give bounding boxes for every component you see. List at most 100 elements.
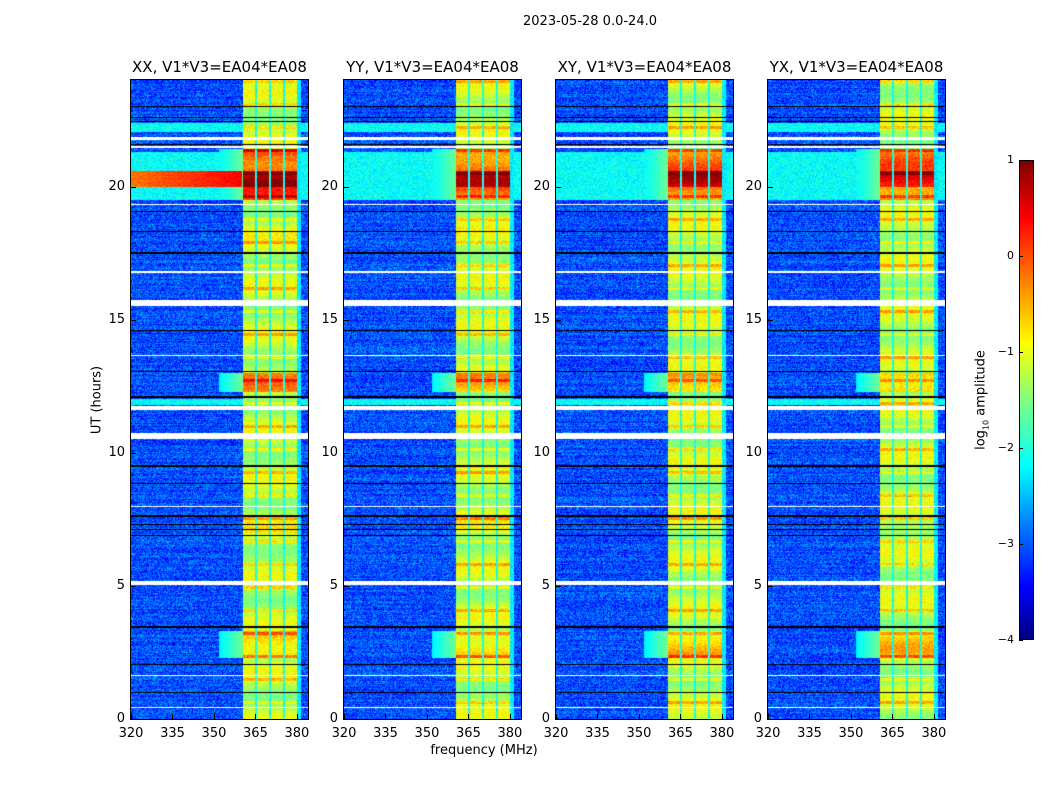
y-tick-label: 10 [321,444,338,460]
x-tick-label: 320 [755,726,781,741]
y-tick-mark [768,319,773,321]
colorbar-tick-label: 1 [1007,153,1014,166]
x-tick-label: 350 [414,726,440,741]
y-tick-label: 5 [116,577,125,593]
y-tick-label: 15 [533,311,550,327]
y-axis-label: UT (hours) [89,365,105,435]
y-tick-mark [344,719,349,720]
y-tick-mark [556,452,561,454]
y-tick-mark [131,452,136,454]
y-tick-label: 15 [321,311,338,327]
y-tick-mark [768,585,773,587]
y-tick-mark [768,719,773,720]
y-tick-label: 20 [108,178,125,194]
x-tick-label: 320 [118,726,144,741]
x-tick-mark [597,714,599,719]
y-tick-mark [344,585,349,587]
y-tick-mark [768,452,773,454]
x-tick-label: 350 [201,726,227,741]
x-tick-label: 350 [626,726,652,741]
x-tick-label: 320 [331,726,357,741]
x-tick-mark [809,714,811,719]
colorbar-label-prefix: log [973,430,989,450]
x-tick-mark [638,714,640,719]
y-tick-label: 0 [753,711,762,726]
y-tick-label: 10 [745,444,762,460]
x-tick-label: 365 [668,726,693,741]
heatmap-image [768,80,945,719]
x-tick-mark [426,714,428,719]
x-tick-mark [131,714,132,719]
y-tick-mark [344,452,349,454]
x-tick-label: 365 [456,726,481,741]
colorbar-tick-label: −4 [997,633,1014,646]
y-tick-mark [344,319,349,321]
y-tick-mark [556,585,561,587]
y-tick-label: 15 [745,311,762,327]
figure-title: 2023-05-28 0.0-24.0 [523,14,657,29]
colorbar-tick-label: −2 [997,441,1014,454]
spectrogram-panel: XX, V1*V3=EA04*EA08 320 335 350 365 380 0 5 10 15… [108,58,309,741]
colorbar-tick-label: −3 [997,537,1014,550]
colorbar-tick-mark [1019,160,1023,161]
y-tick-mark [131,719,136,720]
y-tick-label: 20 [321,178,338,194]
y-tick-label: 20 [745,178,762,194]
spectrogram-panel: YY, V1*V3=EA04*EA08 320 335 350 365 380 0 5 10 15… [321,58,522,741]
x-tick-mark [468,714,470,719]
colorbar-tick-mark [1019,544,1023,545]
colorbar-label: log10 amplitude [974,350,991,450]
x-tick-mark [721,714,723,719]
y-tick-label: 0 [541,711,550,726]
x-tick-mark [850,714,852,719]
x-tick-mark [680,714,682,719]
x-tick-mark [296,714,298,719]
y-tick-label: 15 [108,311,125,327]
y-tick-mark [344,186,349,188]
x-tick-label: 335 [373,726,398,741]
x-tick-label: 365 [243,726,268,741]
x-tick-label: 380 [284,726,310,741]
spectrogram-panel: XY, V1*V3=EA04*EA08 320 335 350 365 380 0 5 10 15… [533,58,734,741]
x-tick-mark [344,714,345,719]
y-tick-label: 10 [108,444,125,460]
spectrogram-panel: YX, V1*V3=EA04*EA08 320 335 350 365 380 0 5 10 15… [745,58,946,741]
x-tick-mark [768,714,769,719]
y-tick-label: 0 [329,711,338,726]
x-tick-label: 380 [709,726,735,741]
y-tick-label: 5 [753,577,762,593]
x-tick-label: 365 [880,726,905,741]
x-tick-mark [933,714,935,719]
y-tick-mark [131,319,136,321]
heatmap-image [344,80,521,719]
y-tick-mark [131,186,136,188]
y-tick-mark [556,719,561,720]
y-tick-label: 0 [116,711,125,726]
y-tick-mark [556,319,561,321]
x-tick-mark [213,714,215,719]
panel-title: XY, V1*V3=EA04*EA08 [557,58,732,76]
x-tick-label: 320 [543,726,569,741]
x-tick-mark [509,714,511,719]
y-tick-mark [131,585,136,587]
y-tick-label: 5 [329,577,338,593]
x-tick-label: 335 [585,726,610,741]
x-axis-label: frequency (MHz) [430,743,538,758]
x-tick-label: 335 [160,726,185,741]
x-tick-label: 350 [838,726,864,741]
panel-title: YX, V1*V3=EA04*EA08 [769,58,944,76]
x-tick-mark [385,714,387,719]
colorbar-tick-label: 0 [1007,249,1014,262]
panel-title: XX, V1*V3=EA04*EA08 [132,58,307,76]
y-tick-mark [556,186,561,188]
x-tick-label: 380 [497,726,523,741]
x-tick-mark [172,714,174,719]
colorbar-tick-mark [1019,448,1023,449]
x-tick-mark [255,714,257,719]
colorbar-label-suffix: amplitude [973,350,989,420]
heatmap-image [131,80,308,719]
y-tick-label: 20 [533,178,550,194]
y-tick-label: 5 [541,577,550,593]
heatmap-image [556,80,733,719]
colorbar-tick-mark [1019,640,1023,641]
